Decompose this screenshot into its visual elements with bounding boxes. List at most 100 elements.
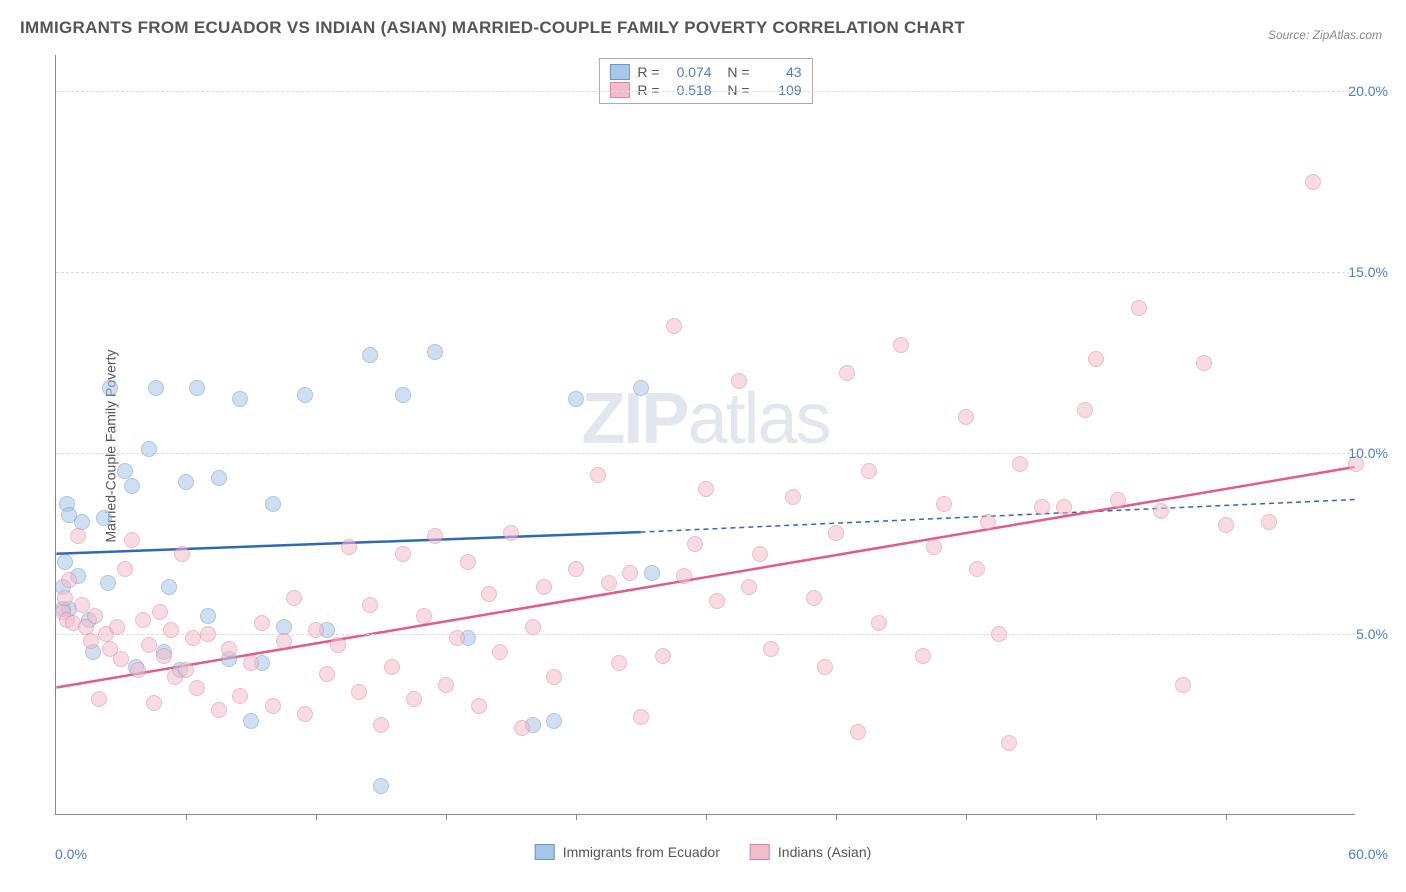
scatter-point xyxy=(362,597,378,613)
x-tick-mark xyxy=(1096,814,1097,820)
gridline-h xyxy=(56,634,1355,635)
scatter-point xyxy=(698,481,714,497)
scatter-point xyxy=(655,648,671,664)
watermark-atlas: atlas xyxy=(687,379,829,459)
legend-n-value-0: 43 xyxy=(758,64,802,80)
chart-container: IMMIGRANTS FROM ECUADOR VS INDIAN (ASIAN… xyxy=(0,0,1406,892)
scatter-point xyxy=(161,579,177,595)
x-tick-mark xyxy=(966,814,967,820)
scatter-point xyxy=(178,474,194,490)
scatter-point xyxy=(1218,517,1234,533)
scatter-point xyxy=(460,554,476,570)
scatter-point xyxy=(384,659,400,675)
scatter-point xyxy=(221,641,237,657)
watermark: ZIPatlas xyxy=(581,378,829,460)
scatter-point xyxy=(185,630,201,646)
scatter-point xyxy=(449,630,465,646)
scatter-point xyxy=(991,626,1007,642)
legend-bottom-swatch-0 xyxy=(535,844,555,860)
scatter-point xyxy=(141,637,157,653)
scatter-point xyxy=(666,318,682,334)
scatter-point xyxy=(1153,503,1169,519)
scatter-point xyxy=(1261,514,1277,530)
scatter-point xyxy=(611,655,627,671)
scatter-point xyxy=(124,532,140,548)
scatter-point xyxy=(265,698,281,714)
scatter-point xyxy=(146,695,162,711)
scatter-point xyxy=(936,496,952,512)
scatter-point xyxy=(416,608,432,624)
scatter-point xyxy=(373,778,389,794)
scatter-point xyxy=(102,380,118,396)
scatter-point xyxy=(265,496,281,512)
source-label: Source: ZipAtlas.com xyxy=(1268,28,1382,42)
scatter-point xyxy=(633,709,649,725)
scatter-point xyxy=(1034,499,1050,515)
scatter-point xyxy=(644,565,660,581)
scatter-point xyxy=(243,713,259,729)
legend-bottom-label-0: Immigrants from Ecuador xyxy=(563,844,720,860)
chart-title: IMMIGRANTS FROM ECUADOR VS INDIAN (ASIAN… xyxy=(20,18,965,38)
scatter-point xyxy=(276,633,292,649)
gridline-h xyxy=(56,272,1355,273)
scatter-point xyxy=(871,615,887,631)
scatter-point xyxy=(117,561,133,577)
scatter-point xyxy=(57,554,73,570)
scatter-point xyxy=(57,590,73,606)
scatter-point xyxy=(200,608,216,624)
scatter-point xyxy=(839,365,855,381)
scatter-point xyxy=(406,691,422,707)
scatter-point xyxy=(514,720,530,736)
regression-lines xyxy=(56,55,1355,814)
scatter-point xyxy=(174,546,190,562)
scatter-point xyxy=(351,684,367,700)
legend-swatch-0 xyxy=(609,64,629,80)
scatter-point xyxy=(232,688,248,704)
scatter-point xyxy=(243,655,259,671)
scatter-point xyxy=(319,666,335,682)
scatter-point xyxy=(817,659,833,675)
legend-top-row-0: R = 0.074 N = 43 xyxy=(609,63,801,81)
scatter-point xyxy=(96,510,112,526)
scatter-point xyxy=(135,612,151,628)
scatter-point xyxy=(152,604,168,620)
scatter-point xyxy=(590,467,606,483)
scatter-point xyxy=(709,593,725,609)
scatter-point xyxy=(427,528,443,544)
scatter-point xyxy=(622,565,638,581)
x-tick-mark xyxy=(576,814,577,820)
scatter-point xyxy=(752,546,768,562)
scatter-point xyxy=(373,717,389,733)
scatter-point xyxy=(211,470,227,486)
scatter-point xyxy=(546,669,562,685)
legend-n-label-1: N = xyxy=(720,82,750,98)
scatter-point xyxy=(330,637,346,653)
scatter-point xyxy=(1305,174,1321,190)
gridline-h xyxy=(56,453,1355,454)
scatter-point xyxy=(87,608,103,624)
scatter-point xyxy=(286,590,302,606)
scatter-point xyxy=(568,561,584,577)
scatter-point xyxy=(763,641,779,657)
scatter-point xyxy=(980,514,996,530)
scatter-point xyxy=(1077,402,1093,418)
legend-r-value-0: 0.074 xyxy=(668,64,712,80)
scatter-point xyxy=(958,409,974,425)
scatter-point xyxy=(893,337,909,353)
scatter-point xyxy=(1001,735,1017,751)
y-tick-label: 20.0% xyxy=(1348,83,1388,99)
scatter-point xyxy=(341,539,357,555)
scatter-point xyxy=(471,698,487,714)
scatter-point xyxy=(806,590,822,606)
x-tick-label: 0.0% xyxy=(55,846,87,862)
scatter-point xyxy=(969,561,985,577)
scatter-point xyxy=(1056,499,1072,515)
scatter-point xyxy=(178,662,194,678)
scatter-point xyxy=(828,525,844,541)
scatter-point xyxy=(113,651,129,667)
x-tick-mark xyxy=(186,814,187,820)
scatter-point xyxy=(1175,677,1191,693)
scatter-point xyxy=(492,644,508,660)
x-tick-label: 60.0% xyxy=(1348,846,1388,862)
legend-n-label-0: N = xyxy=(720,64,750,80)
